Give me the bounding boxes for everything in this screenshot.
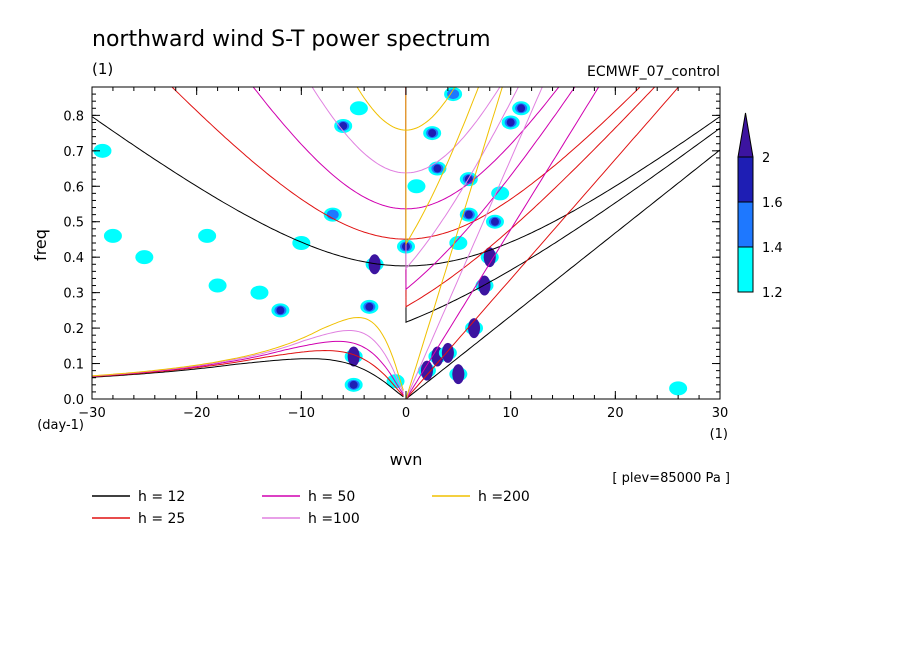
- signal-blob-core-10: [468, 318, 481, 339]
- signal-blob-core-15: [433, 164, 442, 173]
- x-tick-label-5: 20: [607, 406, 624, 421]
- signal-blob-halo-24: [250, 285, 269, 300]
- dispersion-curve-4-branch-0: [405, 87, 503, 399]
- dispersion-curve-1-branch-0: [405, 87, 680, 399]
- signal-blob-core-20: [517, 104, 526, 113]
- y-tick-label-4: 0.4: [63, 251, 84, 266]
- colorbar-label-0: 1.2: [762, 286, 783, 301]
- colorbar-segment-0: [737, 246, 754, 293]
- y-tick-label-1: 0.1: [63, 358, 84, 373]
- dispersion-curve-0-branch-1: [405, 87, 720, 323]
- signal-blob-core-12: [483, 247, 496, 268]
- legend-label-2: h = 50: [308, 489, 355, 505]
- curve-legend: h = 12 h = 25 h = 50 h =100 h =200: [92, 489, 530, 527]
- colorbar-label-2: 1.6: [762, 196, 783, 211]
- dispersion-curve-1-branch-2: [92, 349, 404, 397]
- level-note: [ plev=85000 Pa ]: [612, 471, 730, 486]
- dispersion-curve-0-branch-0: [405, 149, 720, 399]
- signal-blob-halo-23: [292, 236, 311, 250]
- signal-blob-core-9: [452, 364, 465, 385]
- dispersion-curve-2-branch-0: [405, 87, 600, 399]
- x-tick-label-4: 10: [502, 406, 519, 421]
- signal-blob-core-17: [428, 129, 437, 138]
- subtitle-right: ECMWF_07_control: [587, 64, 720, 80]
- signal-blob-halo-35: [349, 101, 368, 116]
- signal-blob-halo-30: [669, 381, 688, 396]
- dispersion-curve-0-branch-2: [92, 358, 404, 398]
- signal-blob-core-4: [276, 306, 285, 315]
- x-tick-label-6: 30: [712, 406, 729, 421]
- y-tick-label-3: 0.3: [63, 287, 84, 302]
- y-tick-label-8: 0.8: [63, 109, 84, 124]
- x-axis-label: wvn: [390, 450, 423, 469]
- colorbar-segment-1: [737, 201, 754, 248]
- colorbar-segment-2: [737, 156, 754, 203]
- signal-blob-core-19: [339, 122, 348, 130]
- legend-label-4: h =200: [478, 489, 530, 505]
- legend-label-1: h = 25: [138, 511, 185, 527]
- signal-blob-core-18: [506, 118, 515, 127]
- legend-label-3: h =100: [308, 511, 360, 527]
- signal-blob-halo-33: [449, 236, 468, 250]
- dispersion-curve-4-branch-2: [92, 316, 404, 391]
- dispersion-curve-4-branch-1: [405, 87, 480, 246]
- plot-area: −30 −20 −10 0 10 20 30 0.0 0.1 0.2 0.3 0.4 0.5 0.6 0.7…: [63, 86, 729, 421]
- signal-blob-core-16: [464, 210, 473, 219]
- y-axis-label: freq: [31, 229, 50, 261]
- signal-blob-core-0: [347, 346, 360, 367]
- signal-blob-halo-32: [407, 179, 426, 194]
- signal-blob-core-1: [349, 380, 358, 389]
- colorbar-label-1: 1.4: [762, 241, 783, 256]
- signal-blob-mid-21: [447, 89, 460, 100]
- dispersion-curve-2-branch-1: [405, 87, 576, 291]
- signal-blob-halo-28: [93, 143, 112, 158]
- signal-blob-halo-34: [491, 186, 510, 201]
- x-tick-label-0: −30: [78, 406, 105, 421]
- signal-blob-halo-29: [198, 228, 217, 243]
- x-tick-label-2: −10: [288, 406, 315, 421]
- signal-blob-halo-26: [135, 250, 154, 265]
- colorbar: 1.2 1.4 1.6 2: [737, 112, 783, 301]
- x-tick-label-3: 0: [402, 406, 410, 421]
- colorbar-label-3: 2: [762, 151, 770, 166]
- x-tick-label-1: −20: [183, 406, 210, 421]
- y-tick-label-6: 0.6: [63, 180, 84, 195]
- y-tick-label-0: 0.0: [63, 393, 84, 408]
- subtitle-left: (1): [92, 60, 113, 78]
- dispersion-curve-3-branch-0: [405, 87, 543, 399]
- dispersion-curve-1-branch-1: [405, 87, 656, 308]
- signal-blob-core-13: [490, 217, 499, 226]
- colorbar-max-triangle: [737, 112, 754, 158]
- signal-blob-halo-25: [208, 278, 227, 293]
- signal-blob-halo-27: [103, 228, 122, 243]
- signal-blob-core-3: [368, 254, 381, 275]
- dispersion-curve-4-branch-3: [356, 87, 456, 131]
- dispersion-curves: [92, 87, 720, 399]
- y-tick-label-5: 0.5: [63, 216, 84, 231]
- y-tick-label-2: 0.2: [63, 322, 84, 337]
- signal-blob-core-2: [365, 302, 374, 311]
- contour-fills: [93, 87, 688, 396]
- chart-title: northward wind S-T power spectrum: [92, 27, 491, 52]
- y-tick-label-7: 0.7: [63, 145, 84, 160]
- legend-label-0: h = 12: [138, 489, 185, 505]
- y-axis-unit: (day-1): [37, 418, 84, 433]
- dispersion-curve-3-branch-1: [405, 87, 519, 270]
- signal-blob-core-6: [420, 360, 433, 381]
- x-axis-unit: (1): [710, 427, 728, 442]
